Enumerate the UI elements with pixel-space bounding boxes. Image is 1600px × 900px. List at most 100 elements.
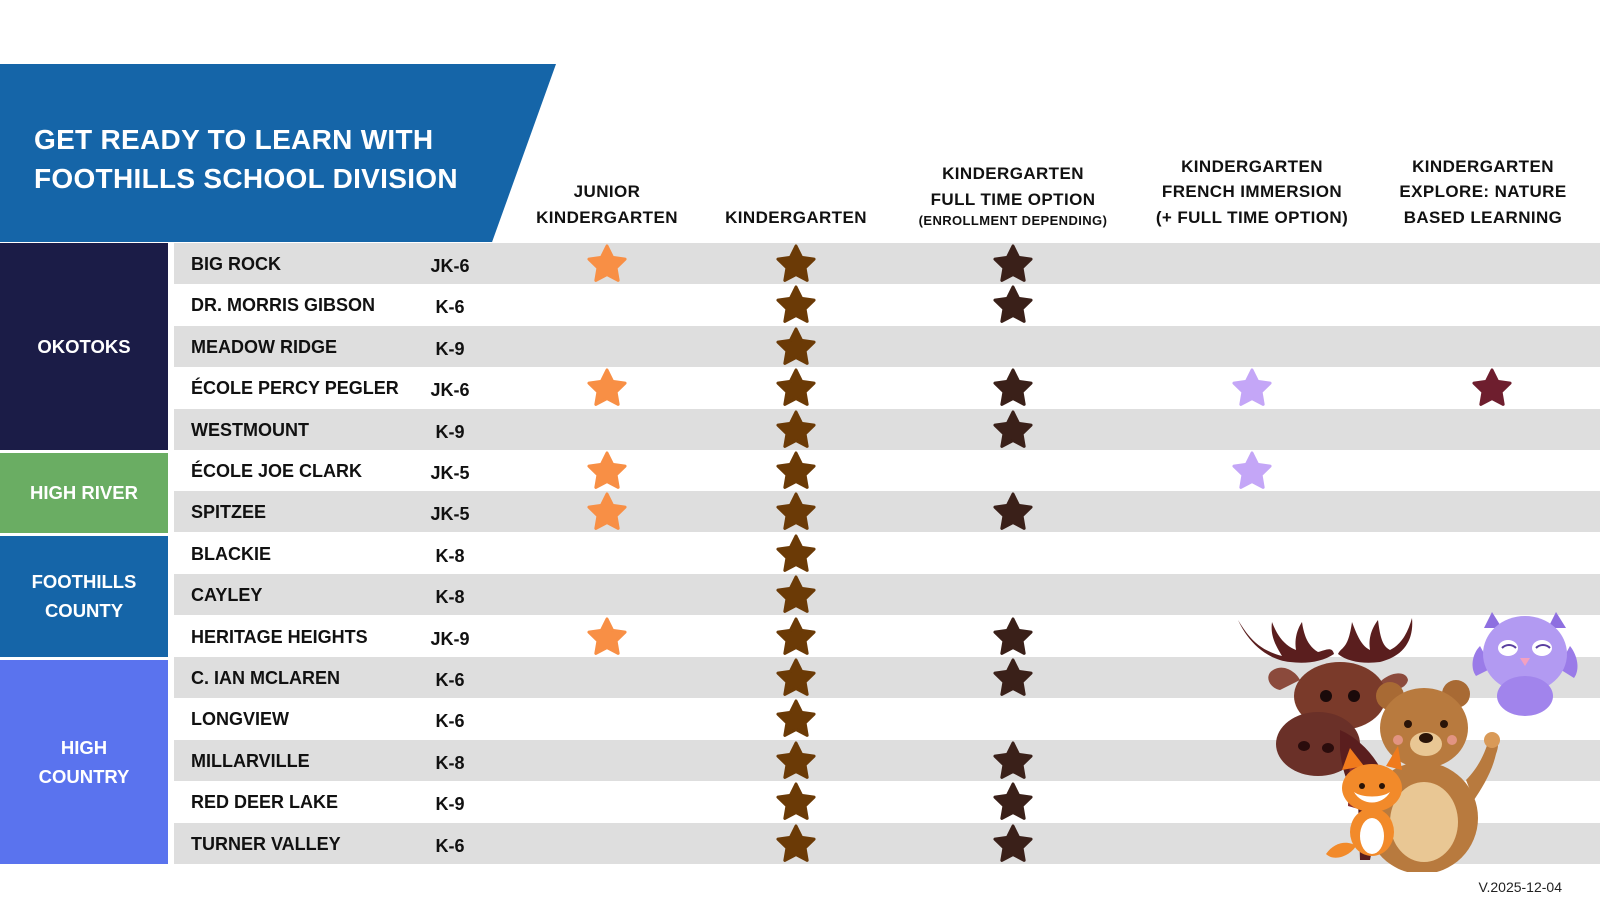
- grade-range: K-6: [435, 711, 465, 732]
- table-row: [174, 450, 1600, 491]
- table-row: [174, 325, 1600, 367]
- school-name: WESTMOUNT: [191, 419, 309, 440]
- grade-range: JK-6: [430, 380, 470, 401]
- version-label: V.2025-12-04: [1478, 879, 1562, 895]
- column-header-note: (ENROLLMENT DEPENDING): [918, 213, 1108, 228]
- column-header-kft: KINDERGARTEN FULL TIME OPTION (ENROLLMENT …: [888, 161, 1138, 230]
- star-icon-kfi: [1232, 368, 1272, 407]
- star-icon-kex: [1472, 368, 1512, 407]
- star-icon-k: [776, 492, 816, 531]
- column-header-line: KINDERGARTEN: [942, 164, 1084, 183]
- star-icon-kft: [993, 782, 1033, 821]
- school-name: BIG ROCK: [191, 254, 281, 274]
- column-header-line: FRENCH IMMERSION: [1161, 182, 1343, 201]
- grade-range: K-9: [435, 338, 465, 359]
- star-icon-kft: [993, 658, 1033, 696]
- region-label: FOOTHILLS COUNTY: [0, 535, 168, 657]
- grade-range: JK-5: [430, 504, 470, 525]
- star-icon-k: [776, 741, 816, 779]
- school-name: DR. MORRIS GIBSON: [191, 295, 376, 316]
- school-name: ÉCOLE JOE CLARK: [191, 461, 363, 481]
- star-icon-k: [776, 534, 816, 572]
- region-label: OKOTOKS: [0, 243, 168, 450]
- school-name: CAYLEY: [191, 585, 263, 606]
- title-line-2: FOOTHILLS SCHOOL DIVISION: [34, 163, 458, 194]
- column-header-line: FULL TIME OPTION: [930, 189, 1096, 209]
- column-header-kex: KINDERGARTEN EXPLORE: NATURE BASED LEARNIN…: [1358, 154, 1600, 231]
- star-icon-k: [776, 658, 816, 696]
- table-row: [174, 533, 1600, 574]
- star-icon-jk: [587, 368, 627, 407]
- column-header-line: KINDERGARTEN: [1181, 156, 1323, 176]
- table-row: [174, 491, 1600, 533]
- grade-range: K-8: [435, 545, 465, 566]
- star-icon-k: [776, 451, 816, 489]
- mascot-illustration: [1238, 612, 1578, 872]
- region-name: HIGH COUNTRY: [38, 737, 130, 787]
- owl-icon: [1472, 612, 1578, 716]
- star-icon-kft: [993, 410, 1033, 448]
- title-line-1: GET READY TO LEARN WITH: [34, 124, 434, 155]
- star-icon-k: [776, 410, 816, 448]
- region-name: OKOTOKS: [37, 336, 131, 357]
- grade-range: JK-5: [430, 463, 470, 483]
- title-banner: [0, 64, 556, 242]
- region-name: HIGH RIVER: [30, 482, 138, 504]
- grade-range: K-9: [435, 794, 465, 815]
- column-header-line: KINDERGARTEN: [1412, 156, 1554, 176]
- column-header-line: JUNIOR: [573, 182, 641, 201]
- grade-range: K-6: [435, 670, 465, 690]
- region-label: HIGH COUNTRY: [0, 660, 168, 864]
- grade-range: K-6: [435, 297, 465, 318]
- fox-icon: [1326, 746, 1402, 858]
- column-header-jk: JUNIOR KINDERGARTEN: [482, 179, 732, 230]
- region-label: HIGH RIVER: [0, 453, 168, 533]
- school-name: BLACKIE: [191, 543, 271, 564]
- school-name: MILLARVILLE: [191, 750, 310, 771]
- star-icon-k: [776, 699, 816, 738]
- grade-range: JK-6: [430, 256, 470, 276]
- grade-range: K-8: [435, 752, 465, 773]
- school-name: MEADOW RIDGE: [191, 336, 337, 357]
- column-header-line: BASED LEARNING: [1403, 207, 1563, 227]
- star-icon-k: [776, 368, 816, 407]
- star-icon-k: [776, 285, 816, 324]
- star-icon-kft: [993, 824, 1033, 862]
- school-name: LONGVIEW: [191, 709, 289, 730]
- table-row: [174, 284, 1600, 325]
- school-name: C. IAN MCLAREN: [191, 668, 340, 688]
- column-header-line: KINDERGARTEN: [536, 207, 678, 227]
- star-icon-k: [776, 575, 816, 614]
- column-header-kfi: KINDERGARTEN FRENCH IMMERSION (+ FULL TIME…: [1127, 154, 1377, 231]
- star-icon-k: [776, 617, 816, 655]
- column-header-k: KINDERGARTEN: [671, 205, 921, 231]
- column-header-line: (+ FULL TIME OPTION): [1155, 207, 1349, 227]
- school-name: RED DEER LAKE: [191, 792, 339, 813]
- table-row: [174, 574, 1600, 616]
- star-icon-kft: [993, 492, 1033, 531]
- grade-range: K-9: [435, 421, 465, 442]
- star-icon-k: [776, 824, 816, 862]
- star-icon-kft: [993, 741, 1033, 779]
- school-name: TURNER VALLEY: [191, 833, 341, 854]
- page-title: GET READY TO LEARN WITH FOOTHILLS SCHOOL…: [34, 120, 504, 198]
- star-icon-jk: [587, 617, 627, 655]
- school-name: ÉCOLE PERCY PEGLER: [191, 378, 399, 399]
- column-header-line: KINDERGARTEN: [725, 207, 867, 227]
- region-name: FOOTHILLS COUNTY: [31, 571, 137, 622]
- star-icon-kft: [993, 368, 1033, 407]
- star-icon-kft: [993, 244, 1033, 282]
- school-name: HERITAGE HEIGHTS: [191, 626, 368, 647]
- star-icon-k: [776, 327, 816, 365]
- table-row: [174, 408, 1600, 450]
- column-header-line: EXPLORE: NATURE: [1399, 182, 1567, 201]
- grade-range: K-6: [435, 835, 465, 856]
- star-icon-jk: [587, 244, 627, 282]
- star-icon-jk: [587, 492, 627, 531]
- star-icon-jk: [587, 451, 627, 489]
- grade-range: JK-9: [430, 628, 470, 649]
- school-name: SPITZEE: [191, 502, 267, 523]
- star-icon-kfi: [1232, 451, 1272, 489]
- star-icon-kft: [993, 617, 1033, 655]
- star-icon-k: [776, 244, 816, 282]
